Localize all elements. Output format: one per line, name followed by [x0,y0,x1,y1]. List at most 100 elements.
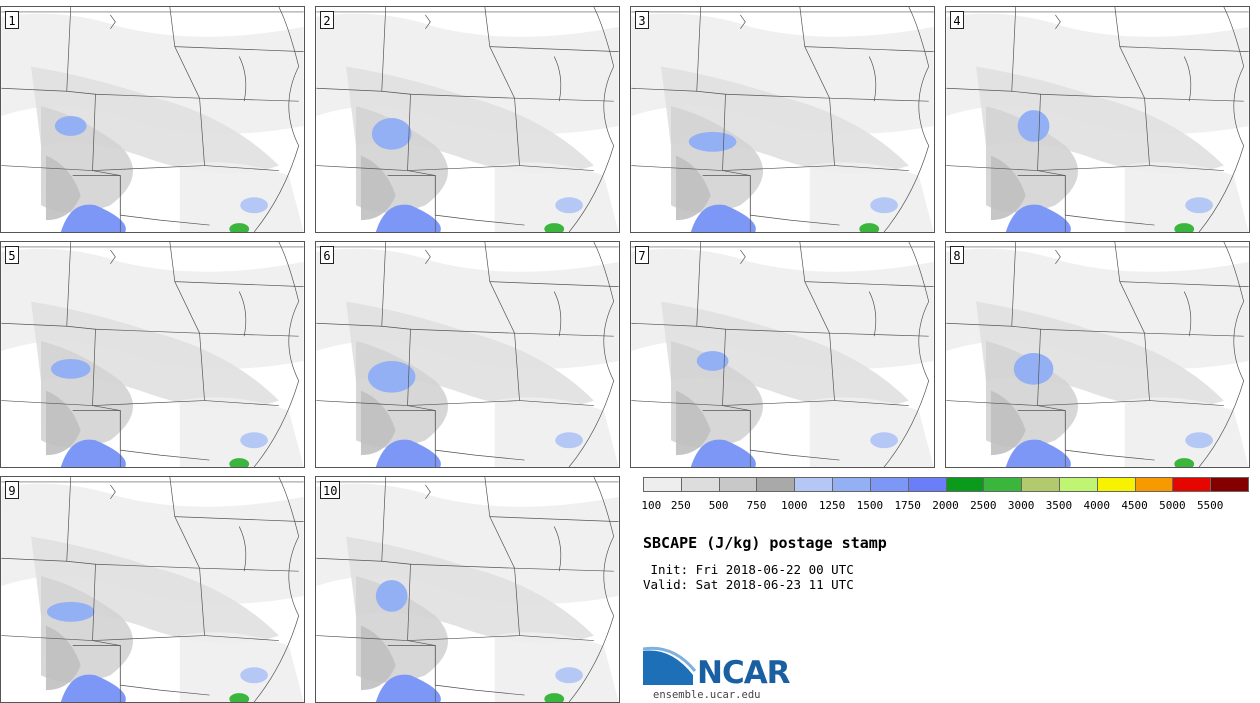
cape-cell [54,116,87,136]
cape-map [316,477,619,702]
legend-label: 1250 [818,499,846,512]
legend-label: 250 [670,499,691,512]
cape-map [946,242,1249,467]
high-cape-area [690,439,756,467]
very-high-cape-cell [544,223,565,232]
state-boundary [174,46,304,52]
cape-map [946,7,1249,232]
cape-shading [179,632,304,702]
member-panel-10: 10 [315,476,620,703]
legend-swatch [1172,477,1212,492]
state-boundary [553,291,562,337]
cape-cell [367,360,416,393]
state-boundary [425,14,431,30]
member-number: 3 [635,11,649,29]
state-boundary [834,400,909,406]
cape-cell-east [555,667,583,684]
state-boundary [407,328,520,406]
very-high-cape-cell [1174,458,1195,467]
cape-cell-east [555,432,583,449]
state-boundary [1198,7,1245,232]
state-boundary [1,90,96,171]
cape-map [316,7,619,232]
state-boundary [238,526,247,572]
legend-swatch [945,477,985,492]
state-boundary [174,281,304,287]
cape-cell [1013,353,1054,385]
member-number: 5 [5,246,19,264]
state-boundary [1144,97,1244,102]
legend-label: 5000 [1159,499,1186,512]
chart-title: SBCAPE (J/kg) postage stamp [643,534,887,552]
state-boundary [1183,291,1192,337]
legend-swatch [794,477,834,492]
cape-cell-east [870,197,898,214]
member-panel-7: 7 [630,241,935,468]
member-number: 8 [950,246,964,264]
cape-shading [661,301,909,409]
state-boundary [519,635,594,641]
cape-map [1,242,304,467]
legend-swatch [1134,477,1174,492]
cape-shading [45,625,81,691]
cape-shading [494,632,619,702]
state-boundary [553,526,562,572]
cape-shading [675,155,711,221]
state-boundary [631,325,726,406]
state-boundary [425,484,431,500]
state-boundary [92,563,205,641]
very-high-cape-cell [229,458,250,467]
state-boundary [722,328,835,406]
high-cape-area [375,439,441,467]
high-cape-area [690,204,756,232]
site-url[interactable]: ensemble.ucar.edu [653,689,761,701]
member-number: 1 [5,11,19,29]
cape-shading [809,162,934,232]
cape-cell [688,131,737,152]
state-boundary [829,97,929,102]
cape-shading [990,390,1026,456]
member-number: 6 [320,246,334,264]
state-boundary [489,46,619,52]
cape-shading [360,625,396,691]
cape-shading [45,390,81,456]
legend-label: 5500 [1196,499,1224,512]
cape-shading [31,536,279,644]
state-boundary [519,400,594,406]
member-panel-9: 9 [0,476,305,703]
legend-label: 4000 [1083,499,1111,512]
member-number: 4 [950,11,964,29]
state-boundary [568,242,615,467]
state-boundary [92,328,205,406]
legend-swatch [983,477,1023,492]
cape-shading [346,301,594,409]
legend-swatch [869,477,909,492]
legend-label: 1500 [856,499,884,512]
state-boundary [1,325,96,406]
high-cape-area [60,439,126,467]
state-boundary [631,90,726,171]
high-cape-area [1005,439,1071,467]
state-boundary [631,7,702,92]
cape-cell [50,358,91,379]
member-panel-5: 5 [0,241,305,468]
cape-cell-east [555,197,583,214]
cape-map [1,7,304,232]
state-boundary [92,93,205,171]
legend-label: 100 [641,499,662,512]
state-boundary [946,325,1041,406]
state-boundary [631,242,702,327]
state-boundary [110,14,116,30]
cape-shading [809,397,934,467]
cape-shading [1124,162,1249,232]
state-boundary [174,516,304,522]
cape-shading [494,397,619,467]
member-number: 7 [635,246,649,264]
state-boundary [1037,328,1150,406]
state-boundary [204,165,279,171]
legend-swatch [1058,477,1098,492]
member-panel-3: 3 [630,6,935,233]
legend-swatch [1096,477,1136,492]
state-boundary [868,291,877,337]
init-time: Init: Fri 2018-06-22 00 UTC [643,562,854,577]
